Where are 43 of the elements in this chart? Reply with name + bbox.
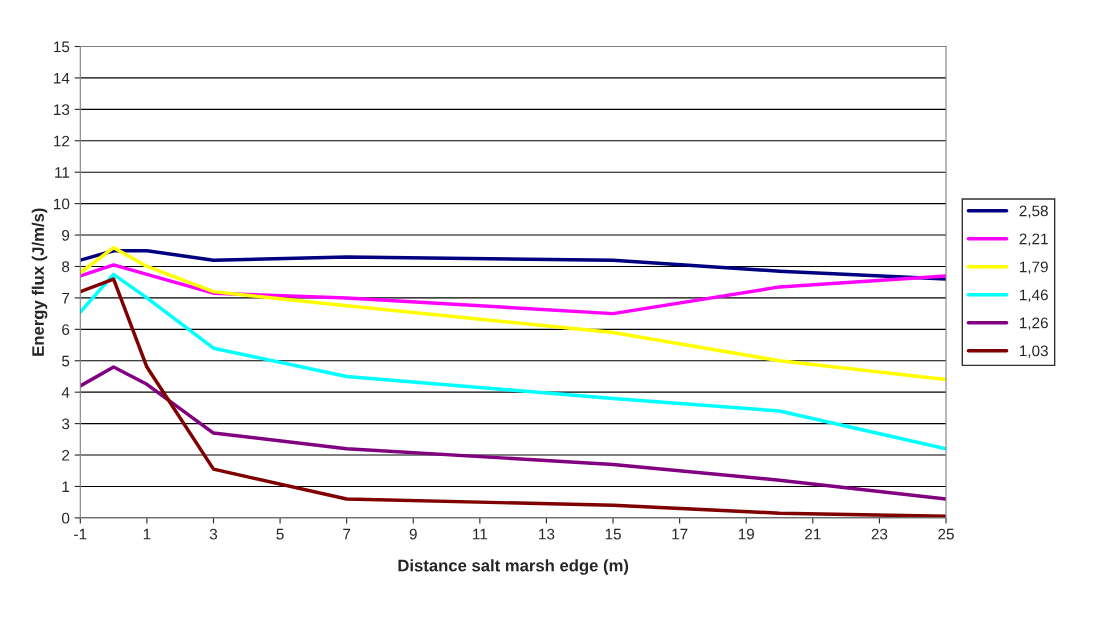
line-series: [80, 365, 946, 501]
x-tick-label: 5: [276, 528, 284, 540]
y-tick-label: 13: [54, 104, 70, 116]
x-tick-label: 9: [409, 528, 417, 540]
y-tick-label: 11: [55, 167, 70, 178]
y-tick-label: 0: [61, 512, 70, 524]
x-tick-label: 15: [605, 528, 621, 540]
x-tick-label: 17: [672, 528, 688, 540]
x-tick-label: 11: [473, 528, 488, 540]
y-tick-label: 9: [62, 229, 70, 241]
y-tick-label: 7: [62, 292, 70, 304]
x-axis-title: Distance salt marsh edge (m): [398, 559, 629, 575]
y-tick-label: 10: [54, 198, 70, 210]
y-tick-label: 15: [54, 41, 70, 53]
y-tick-label: 6: [62, 324, 70, 336]
y-tick-label: 2: [62, 449, 70, 461]
x-tick-label: 13: [539, 528, 555, 540]
x-tick-label: 21: [805, 528, 821, 540]
legend-label: 2,21: [1019, 233, 1048, 247]
y-tick-label: 3: [61, 418, 70, 430]
y-tick-label: 1: [62, 481, 70, 492]
y-tick-label: 8: [62, 261, 70, 273]
legend-label: 2,58: [1019, 205, 1048, 219]
x-tick-label: 19: [738, 528, 754, 540]
x-tick-label: 23: [871, 528, 888, 540]
y-tick-label: 5: [62, 355, 70, 367]
y-tick-label: 12: [54, 135, 70, 147]
line-series: [80, 245, 946, 382]
legend-label: 1,26: [1019, 317, 1048, 331]
x-tick-label: 25: [938, 528, 954, 540]
legend-label: 1,03: [1019, 345, 1048, 359]
line-series: [80, 249, 946, 281]
legend-label: 1,79: [1019, 261, 1048, 275]
legend-label: 1,46: [1019, 289, 1048, 303]
x-tick-label: 3: [209, 528, 218, 540]
y-tick-label: 14: [54, 72, 70, 84]
line-series: [80, 263, 946, 316]
y-axis-title: Energy flux (J/m/s): [31, 208, 48, 356]
x-tick-label: -1: [74, 528, 87, 540]
x-tick-label: 1: [143, 528, 151, 540]
line-series: [80, 272, 946, 451]
x-tick-label: 7: [343, 528, 351, 540]
y-tick-label: 4: [61, 387, 70, 398]
